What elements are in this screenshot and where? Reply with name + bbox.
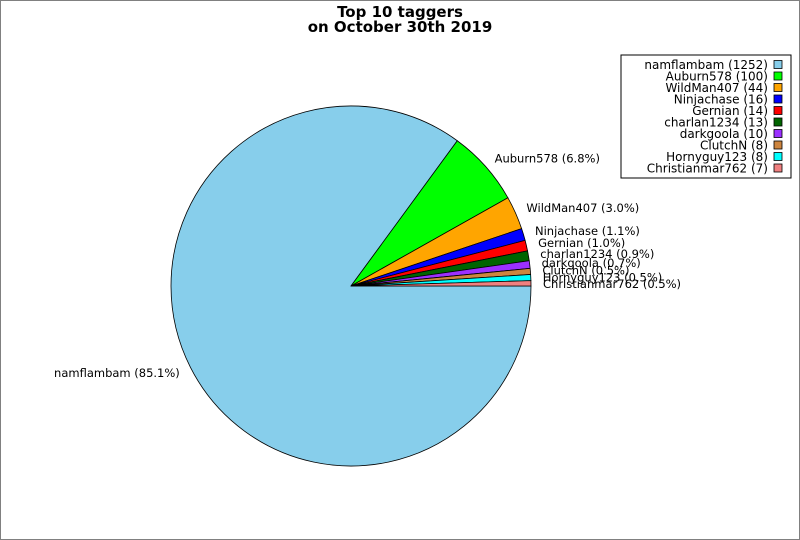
slice-label-auburn578: Auburn578 (6.8%) xyxy=(495,152,600,166)
legend-swatch-namflambam xyxy=(773,60,783,69)
legend-swatch-wildman407 xyxy=(773,83,783,92)
slice-label-hornyguy123: Hornyguy123 (0.5%) xyxy=(543,270,663,284)
legend-entry-christianmar762: Christianmar762 (7) xyxy=(647,162,768,176)
slice-labels: namflambam (85.1%) Auburn578 (6.8%) WildMa… xyxy=(54,152,681,380)
legend-entry-namflambam: namflambam (1252) xyxy=(644,58,768,72)
legend-box xyxy=(620,54,792,179)
legend-swatch-darkgoola xyxy=(773,129,783,138)
pie-slices xyxy=(170,105,532,467)
legend-swatch-ninjachase xyxy=(773,94,783,104)
legend-entry-auburn578: Auburn578 (100) xyxy=(666,70,768,84)
legend-entry-hornyguy123: Hornyguy123 (8) xyxy=(666,150,768,164)
legend-swatch-charlan1234 xyxy=(773,117,783,127)
slice-label-ninjachase: Ninjachase (1.1%) xyxy=(535,224,640,238)
legend-swatch-gernian xyxy=(773,106,783,115)
legend-swatch-clutchn xyxy=(773,140,783,150)
slice-label-gernian: Gernian (1.0%) xyxy=(538,236,625,250)
legend-entry-wildman407: WildMan407 (44) xyxy=(665,81,768,95)
legend-entry-gernian: Gernian (14) xyxy=(692,104,768,118)
chart-title: Top 10 taggers xyxy=(337,3,463,21)
legend: namflambam (1252)Auburn578 (100)WildMan4… xyxy=(620,54,792,179)
legend-entry-ninjachase: Ninjachase (16) xyxy=(674,93,768,107)
legend-swatch-christianmar762 xyxy=(773,163,783,173)
slice-label-wildman407: WildMan407 (3.0%) xyxy=(526,201,639,215)
slice-label-namflambam: namflambam (85.1%) xyxy=(54,366,180,380)
legend-entry-clutchn: ClutchN (8) xyxy=(700,139,768,153)
pie-slice-christianmar762 xyxy=(350,280,532,287)
chart-subtitle: on October 30th 2019 xyxy=(308,18,493,36)
legend-swatch-hornyguy123 xyxy=(773,152,783,161)
slice-label-christianmar762: Christianmar762 (0.5%) xyxy=(543,277,681,291)
slice-label-clutchn: ClutchN (0.5%) xyxy=(542,263,629,277)
legend-entry-charlan1234: charlan1234 (13) xyxy=(664,116,768,130)
legend-entry-darkgoola: darkgoola (10) xyxy=(680,127,768,141)
slice-label-darkgoola: darkgoola (0.7%) xyxy=(542,256,641,270)
legend-swatch-auburn578 xyxy=(773,71,783,81)
slice-label-charlan1234: charlan1234 (0.9%) xyxy=(540,247,654,261)
